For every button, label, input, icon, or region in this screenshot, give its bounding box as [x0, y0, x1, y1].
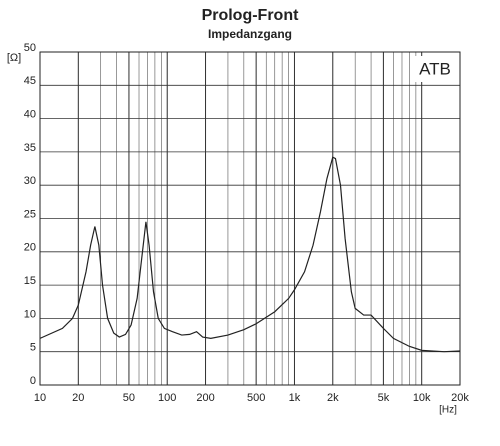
y-tick-label: 10	[24, 308, 36, 320]
y-tick-label: 20	[24, 242, 36, 254]
x-tick-label: 500	[247, 392, 265, 404]
x-tick-label: 1k	[289, 392, 301, 404]
x-tick-label: 2k	[327, 392, 339, 404]
x-tick-label: 10k	[413, 392, 431, 404]
x-tick-label: 50	[123, 392, 135, 404]
y-tick-label: 25	[24, 208, 36, 220]
y-tick-label: 35	[24, 142, 36, 154]
y-tick-label: 30	[24, 175, 36, 187]
annotation: ATB	[419, 59, 451, 78]
y-tick-label: 5	[30, 342, 36, 354]
x-tick-label: 10	[34, 392, 46, 404]
x-tick-label: 200	[196, 392, 214, 404]
x-tick-label: 20k	[451, 392, 469, 404]
x-tick-label: 100	[158, 392, 176, 404]
y-tick-label: 50	[24, 42, 36, 54]
y-tick-label: 45	[24, 75, 36, 87]
x-tick-label: 20	[72, 392, 84, 404]
line-series	[39, 156, 461, 353]
x-tick-label: 5k	[378, 392, 390, 404]
y-tick-label: 0	[30, 375, 36, 387]
chart-title: Prolog-Front	[202, 7, 300, 24]
y-tick-label: 40	[24, 109, 36, 121]
x-axis-label: [Hz]	[439, 405, 457, 416]
annotation-box	[412, 56, 458, 82]
y-axis-label: [Ω]	[7, 52, 21, 64]
y-tick-label: 15	[24, 275, 36, 287]
chart-subtitle: Impedanzgang	[208, 27, 292, 41]
plot-frame	[39, 51, 461, 386]
